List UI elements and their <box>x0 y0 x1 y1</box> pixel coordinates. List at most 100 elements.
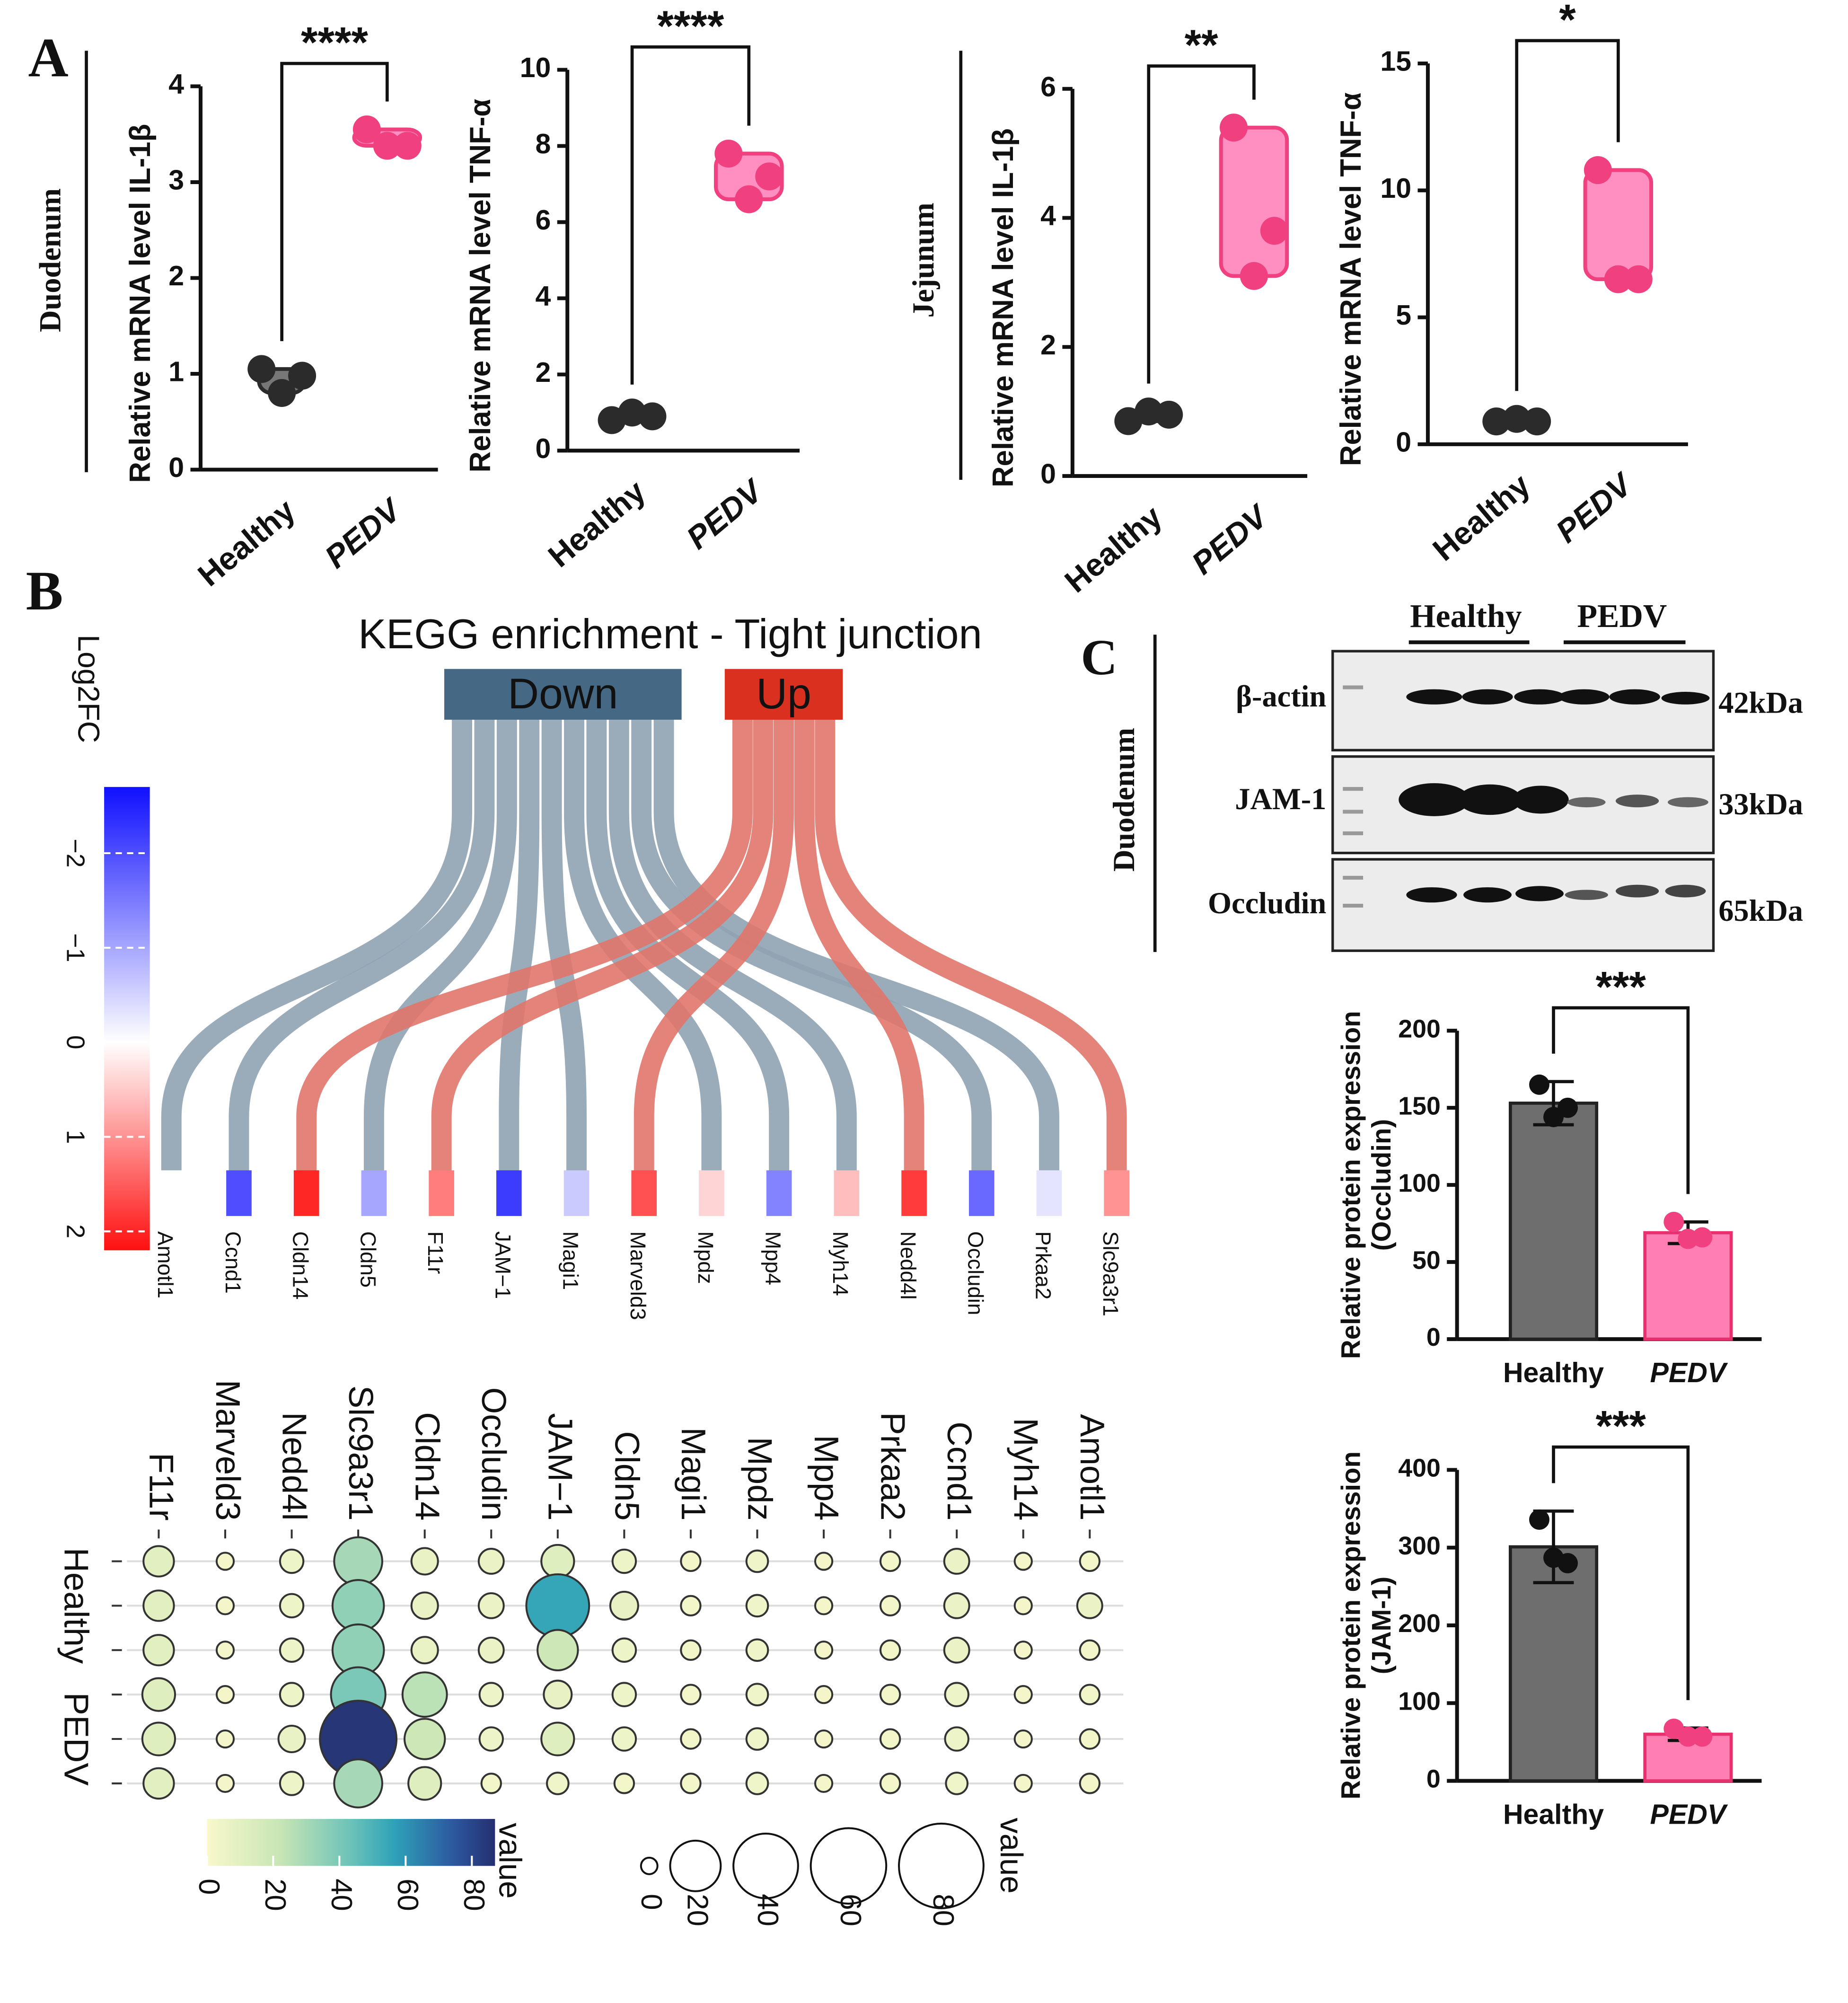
protein-label: β-actin <box>1236 679 1326 713</box>
gene-label: Occludin <box>964 1231 988 1315</box>
bubble <box>1013 1685 1033 1704</box>
tissue-label: Duodenum <box>34 188 67 332</box>
y-tick-label: 400 <box>1398 1454 1440 1482</box>
data-point <box>1503 405 1531 433</box>
gene-label: Mpp4 <box>761 1231 785 1285</box>
bubble <box>609 1590 639 1621</box>
bubble <box>879 1639 901 1661</box>
data-point <box>373 132 401 160</box>
gene-label: Myh14 <box>1007 1418 1045 1520</box>
significance-bracket <box>1515 39 1620 391</box>
gene-label: Magi1 <box>558 1231 582 1290</box>
gene-label: Myh14 <box>828 1231 853 1296</box>
link <box>296 718 753 1173</box>
y-tick-label: 50 <box>1412 1246 1441 1274</box>
gene-label: Slc9a3r1 <box>342 1385 380 1521</box>
y-tick-label: 2 <box>1040 329 1056 361</box>
size-legend-key <box>810 1827 888 1905</box>
x-tick-label: Healthy <box>1503 1799 1604 1830</box>
link <box>229 718 495 1173</box>
data-point <box>1529 1509 1549 1530</box>
gene-label: Slc9a3r1 <box>1099 1231 1123 1316</box>
bubble <box>333 1536 383 1587</box>
y-tick-label: 10 <box>1380 173 1411 204</box>
link <box>161 718 473 1173</box>
size-label: 33kDa <box>1718 787 1803 821</box>
bubble <box>945 1772 969 1795</box>
bubble <box>410 1547 439 1576</box>
data-point <box>1482 407 1511 436</box>
bubble <box>142 1634 175 1667</box>
size-legend-title: value <box>994 1818 1029 1893</box>
gene-label: Magi1 <box>674 1427 713 1520</box>
colorbar-tick-label: 80 <box>458 1879 490 1911</box>
data-point <box>1135 397 1163 426</box>
data-point <box>393 132 422 160</box>
y-tick-label: 200 <box>1398 1015 1440 1043</box>
y-tick-label: 0 <box>1040 459 1056 490</box>
bubble <box>477 1592 505 1619</box>
bubble <box>540 1721 575 1756</box>
panel-label: A <box>28 26 68 88</box>
bubble <box>1079 1773 1100 1794</box>
size-legend-label: 0 <box>635 1894 668 1910</box>
link <box>815 718 1127 1173</box>
bubble <box>480 1773 502 1794</box>
significance-bracket <box>1552 1445 1690 1700</box>
data-point <box>1692 1726 1713 1747</box>
x-tick-label: Healthy <box>1503 1357 1604 1388</box>
data-point <box>288 362 317 390</box>
gene-label: Cldn14 <box>289 1231 313 1299</box>
row-label: Healthy <box>57 1548 96 1664</box>
bubble <box>478 1726 504 1752</box>
bubble <box>943 1592 970 1619</box>
bubble <box>537 1629 579 1671</box>
link <box>541 718 587 1173</box>
significance: *** <box>1595 1402 1646 1450</box>
y-tick-label: 0 <box>536 433 551 464</box>
size-legend-label: 20 <box>681 1894 714 1926</box>
bubble <box>142 1767 175 1800</box>
gene-label: Marveld3 <box>626 1231 650 1320</box>
link <box>564 718 722 1173</box>
bubble <box>215 1552 235 1571</box>
bubble <box>215 1685 235 1704</box>
gene-node <box>563 1170 590 1216</box>
bubble <box>215 1596 235 1615</box>
bubble <box>215 1641 235 1660</box>
y-tick-label: 2 <box>536 357 551 388</box>
gene-node <box>1104 1170 1130 1216</box>
gene-node <box>496 1170 522 1216</box>
link <box>363 718 517 1173</box>
bubble <box>407 1766 442 1801</box>
bubble <box>333 1758 383 1809</box>
bubble <box>611 1548 637 1574</box>
y-axis-label: Relative mRNA level TNF-α <box>464 99 497 473</box>
significance-bracket <box>1552 1006 1690 1194</box>
bubble <box>279 1548 305 1574</box>
y-tick-label: 100 <box>1398 1169 1440 1197</box>
y-tick-label: 4 <box>168 69 184 100</box>
bubble <box>478 1682 504 1707</box>
significance-bracket <box>630 45 751 385</box>
y-tick-label: 0 <box>1426 1323 1441 1351</box>
gene-node <box>226 1170 252 1216</box>
source-label: Down <box>508 670 618 718</box>
y-tick-label: 6 <box>1040 71 1056 102</box>
bubble <box>546 1772 570 1795</box>
bubble <box>279 1682 305 1707</box>
bubble <box>279 1637 305 1663</box>
western-blot: Healthy PEDV Duodenum β-actin JAM-1 Occl… <box>1107 598 1803 952</box>
data-point <box>1260 217 1288 245</box>
gene-label: Nedd4l <box>275 1412 313 1520</box>
bubble <box>279 1771 305 1796</box>
bubble <box>745 1727 769 1751</box>
bubble <box>814 1552 834 1571</box>
colorbar-title: Log2FC <box>72 635 106 743</box>
bubble <box>680 1595 702 1617</box>
tissue-label: Duodenum <box>1107 728 1141 872</box>
bubble <box>814 1685 834 1704</box>
bubble <box>613 1773 635 1794</box>
bubble <box>1079 1550 1100 1572</box>
